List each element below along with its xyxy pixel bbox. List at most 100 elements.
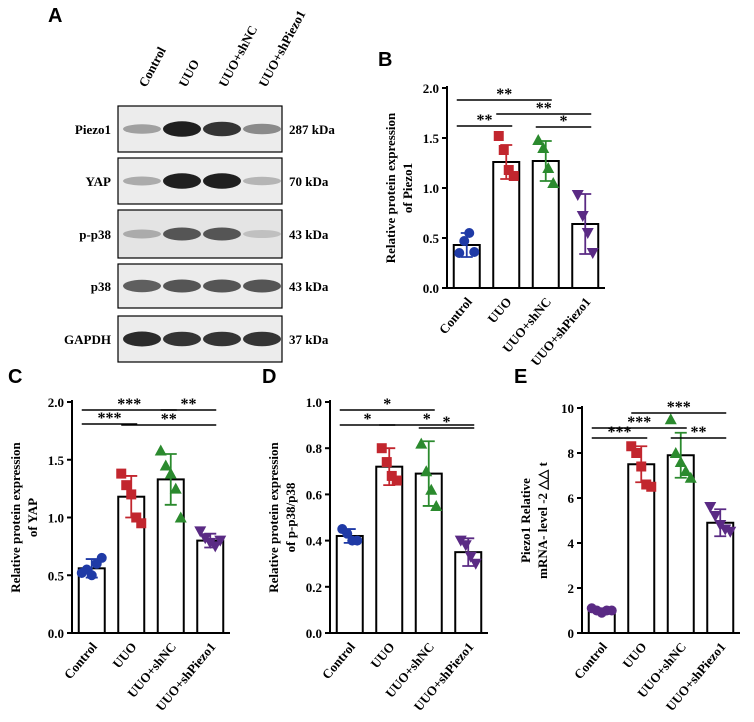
data-point [542,162,555,173]
band [203,227,241,241]
data-point [376,443,387,454]
bar [666,454,695,634]
panel-letter: C [8,366,22,388]
data-point [586,248,599,259]
data-point [576,211,589,222]
data-point [391,475,402,486]
y-tick-label: 1.0 [48,511,64,526]
band [163,331,201,347]
y-tick-label: 8 [568,446,575,461]
data-point [464,228,475,239]
lane-label: UUO+shNC [215,23,260,90]
data-point [537,142,550,153]
data-point [631,448,642,458]
band [243,230,281,238]
data-point [581,228,594,239]
significance-label: *** [117,396,141,413]
significance-label: *** [608,424,632,441]
significance-label: ** [477,112,493,129]
band [163,173,201,189]
row-label: GAPDH [64,332,111,347]
axes [329,400,488,634]
y-tick-label: 0.0 [423,281,439,296]
axes [446,86,605,289]
row-size: 37 kDa [289,332,329,347]
y-axis-label: Relative protein expression [8,442,23,593]
error-bar [164,453,177,506]
row-label: p-p38 [79,227,111,242]
data-point [352,535,363,546]
y-tick-label: 2.0 [48,395,64,410]
band [243,123,281,135]
significance-label: *** [98,410,122,427]
band [123,279,161,293]
x-tick-label: UUO [109,639,139,671]
data-point [136,518,147,529]
data-point [420,465,433,477]
data-point [96,552,107,563]
x-tick-label: UUO [619,639,649,671]
band [243,176,281,186]
band [163,279,201,293]
x-tick-label: UUO [484,294,514,326]
y-tick-label: 0.6 [306,487,323,502]
y-tick-label: 1.5 [48,453,65,468]
lane-label: UUO+shPiezo1 [255,8,308,90]
y-tick-label: 6 [568,491,575,506]
data-point [669,447,682,458]
y-axis-label: Relative protein expression [266,442,281,593]
band [203,331,241,347]
row-label: p38 [91,279,112,294]
data-point [508,171,519,181]
bar [375,465,404,634]
data-point [464,551,477,563]
data-point [154,444,167,456]
y-axis-label: mRNA- level -2 △△ t [535,461,550,578]
band [203,173,241,189]
data-point [547,177,560,188]
y-tick-label: 0.8 [306,441,323,456]
band [123,229,161,239]
data-point [469,247,480,257]
significance-label: *** [667,399,691,416]
data-point [116,468,127,479]
band [243,331,281,347]
significance-label: * [364,411,372,428]
data-point [159,459,172,471]
band [123,331,161,347]
data-point [498,145,509,155]
data-point [214,535,227,547]
error-bar [674,431,687,479]
y-tick-label: 0.2 [306,580,322,595]
band [163,121,201,137]
data-point [459,540,472,552]
data-point [164,467,177,479]
x-tick-label: Control [436,294,475,337]
y-tick-label: 0 [568,626,575,641]
band [123,124,161,134]
data-point [606,605,617,616]
significance-label: ** [161,411,177,428]
data-point [209,541,222,553]
data-point [679,465,692,476]
data-point [86,570,97,581]
y-axis-label: of YAP [25,498,40,537]
bar [706,521,735,634]
data-point [709,511,722,522]
data-point [121,480,132,491]
data-point [532,134,545,145]
band [163,227,201,241]
y-axis-label: Relative protein expression [383,112,398,263]
row-size: 70 kDa [289,174,329,189]
data-point [169,482,182,494]
band [203,121,241,137]
y-tick-label: 10 [561,401,574,416]
data-point [415,437,428,449]
row-size: 43 kDa [289,279,329,294]
bar [335,534,364,634]
lane-label: UUO [175,57,202,90]
row-size: 287 kDa [289,122,335,137]
data-point [571,190,584,201]
significance-label: * [383,396,391,413]
